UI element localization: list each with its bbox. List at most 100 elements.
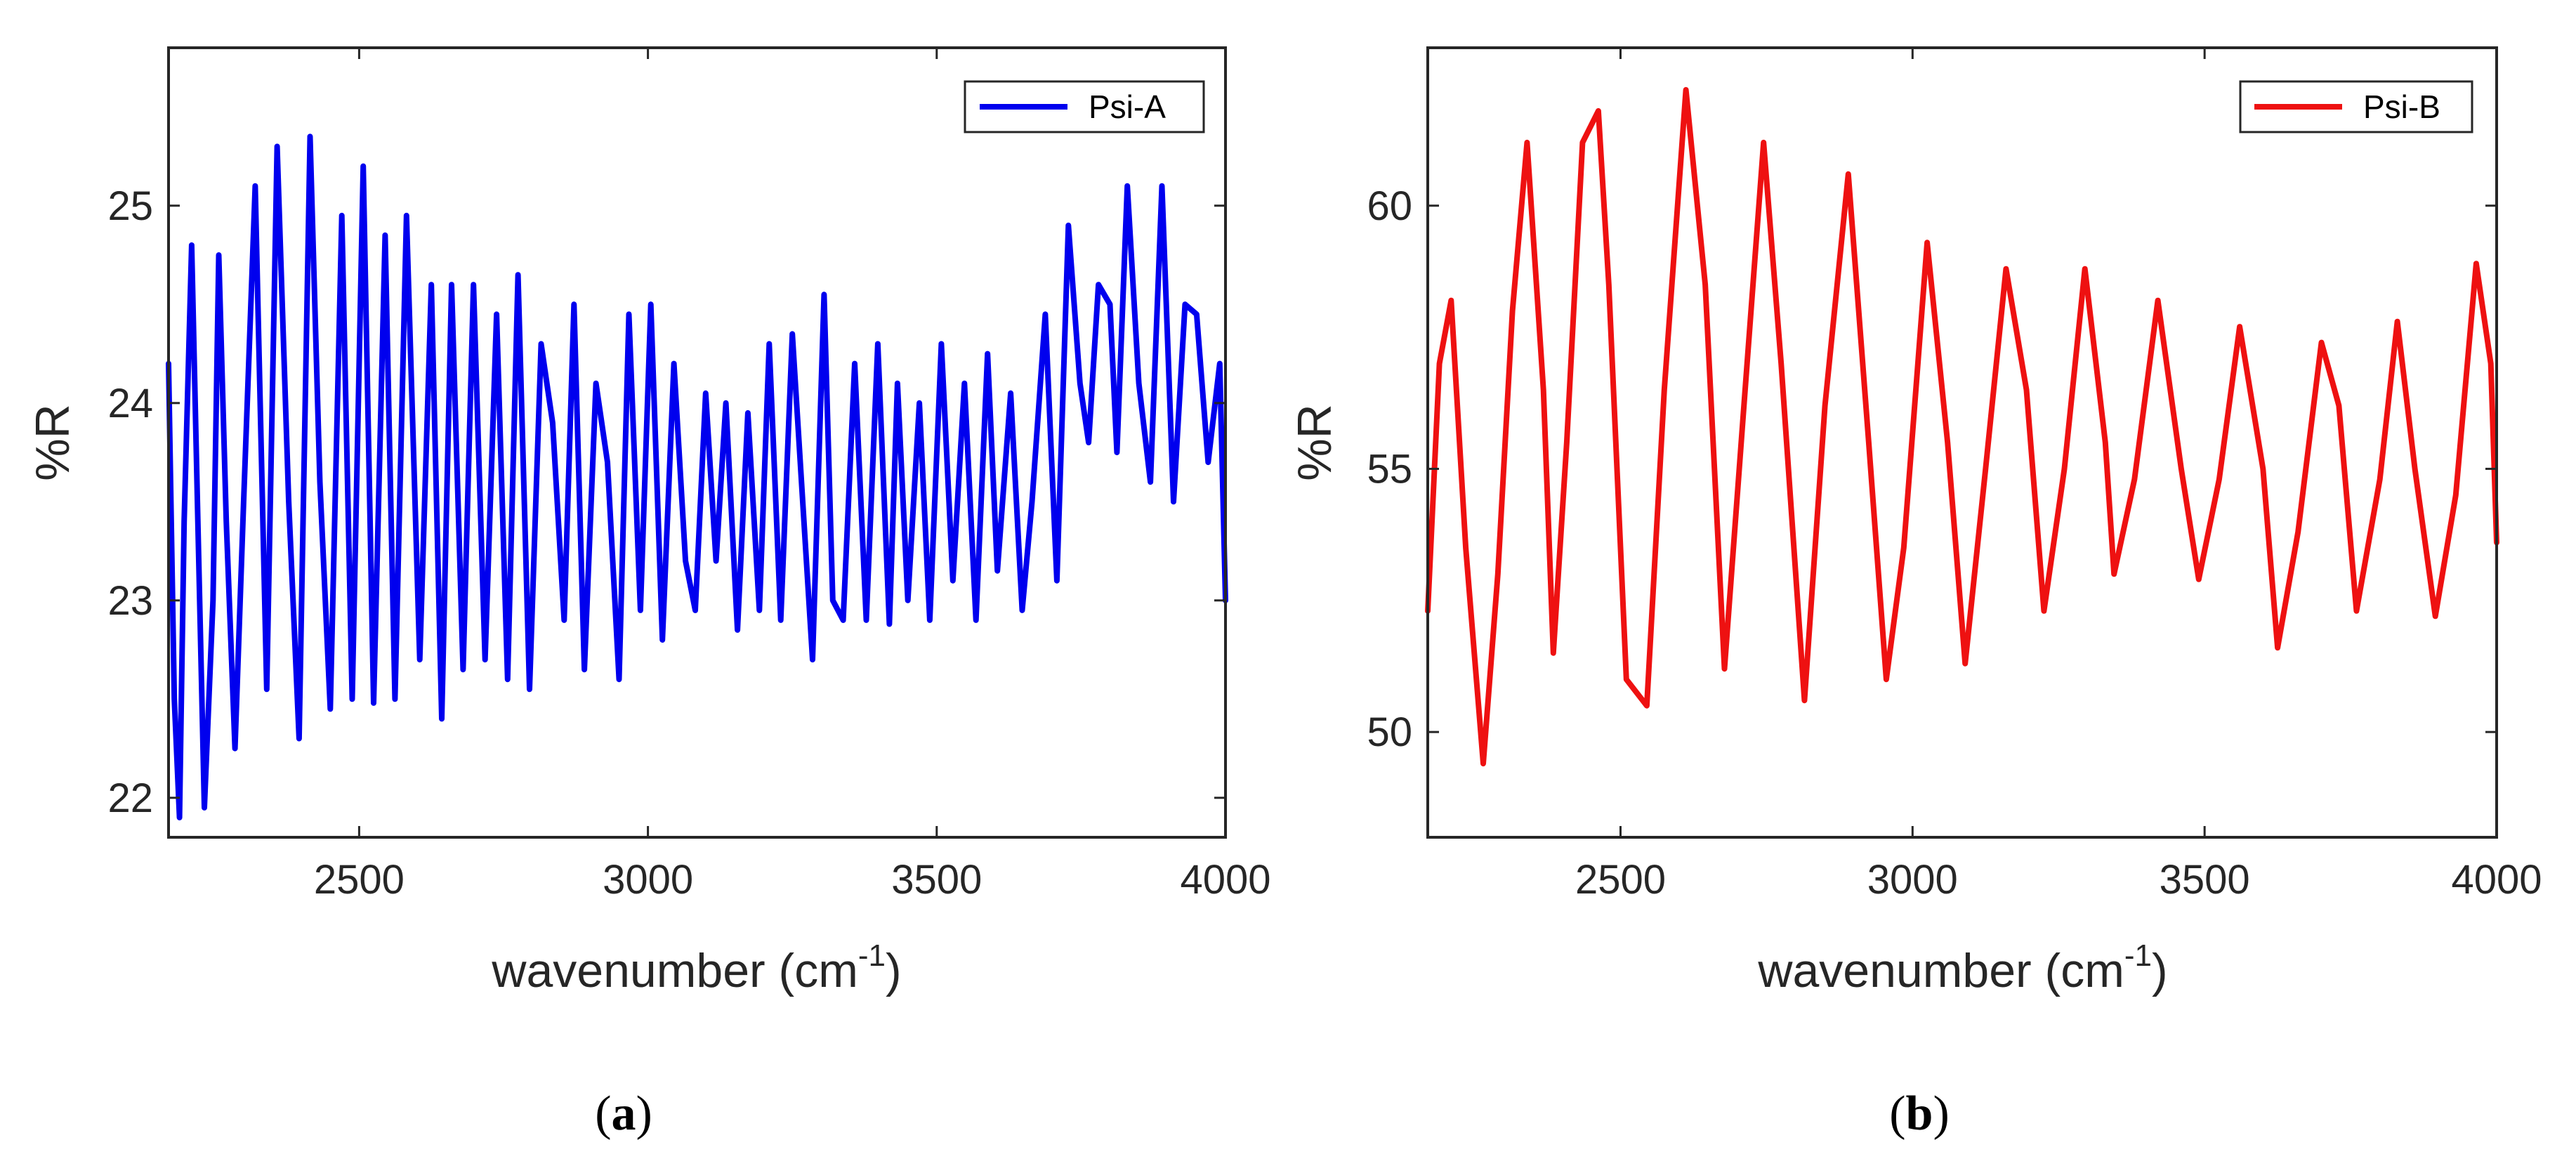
panel-a-data-point [662,639,664,641]
panel-b-y-axis-label: %R [1288,404,1341,481]
panel-a-data-point [832,599,834,601]
panel-a-x-axis-label: wavenumber (cm-1) [491,938,901,997]
panel-b-legend-box [2239,80,2473,133]
panel-a-data-point [952,579,954,582]
panel-a-data-point [1184,303,1186,306]
panel-a-data-point [673,362,675,365]
panel-a-data-point [1021,609,1023,611]
panel-a-data-point [975,619,977,621]
panel-b-plot-layer [1425,86,2499,767]
panel-a-data-point [551,421,553,424]
panel-a-data-point [896,382,898,384]
panel-b-data-point [2396,320,2398,322]
panel-b-x-tick-label: 4000 [2451,857,2542,903]
panel-a-legend-box [964,80,1205,133]
panel-b-data-point [1511,310,1513,312]
panel-b-data-point [1663,389,1665,391]
panel-a-data-point [329,708,331,710]
panel-a-plot-layer [166,133,1228,820]
panel-a-data-point [802,501,803,503]
panel-a-data-point [242,501,244,503]
panel-a-data-point [265,688,268,690]
panel-a-data-point [204,806,205,808]
panel-a-data-point [341,214,343,216]
panel-a-legend: Psi-A [964,80,1205,133]
panel-b-legend-label: Psi-B [2363,89,2440,125]
panel-a-data-point [298,738,300,740]
panel-a-data-point [178,816,180,818]
panel-a-data-point [584,669,586,671]
panel-a-data-point [685,560,687,562]
panel-b-data-point [2197,578,2200,580]
panel-b-data-point [1685,89,1687,91]
panel-b-x-axis-label: wavenumber (cm-1) [1757,938,2167,997]
panel-a-data-point [1116,452,1118,454]
panel-b-x-axis-label-close: ) [2152,944,2168,997]
panel-a-data-point [1088,442,1090,443]
panel-a-data-point [319,481,321,483]
panel-a-data-point [595,382,597,384]
panel-a-data-point [254,185,256,187]
panel-b-data-point [1780,362,1782,365]
panel-b-data-point [2455,494,2457,496]
panel-b-data-point [1597,110,1599,112]
panel-a-data-point [234,747,236,749]
panel-b-caption-letter: b [1906,1087,1933,1141]
panel-a-chart: 2500 3000 3500 4000 22 23 24 25 %R wavenumber (… [26,46,1271,1141]
panel-b-data-point [1552,652,1554,654]
panel-b-data-point [1645,705,1648,707]
panel-a-data-point [462,669,464,671]
panel-a-y-tick-label: 22 [107,775,153,821]
panel-b-x-tick-label: 2500 [1575,857,1666,903]
panel-a-x-tick-label: 3000 [603,857,693,903]
panel-b-data-point [2379,478,2381,480]
panel-a-data-point [451,284,452,286]
panel-b-data-point [2239,326,2241,328]
panel-b-data-point [1964,662,1966,664]
panel-b-x-axis-label-sup: -1 [2124,938,2152,973]
panel-a-data-point [823,294,825,296]
panel-a-data-point [225,520,228,523]
panel-a-data-point [628,313,630,315]
panel-a-data-point [650,303,652,306]
panel-b-legend: Psi-B [2239,80,2473,133]
panel-b-data-point [1542,389,1544,391]
panel-b-chart: 2500 3000 3500 4000 50 55 60 %R wavenumber (cm… [1288,46,2542,1141]
panel-a-x-axis-label-sup: -1 [858,938,886,973]
panel-a-data-point [1079,382,1081,384]
panel-b-data-point [2490,362,2492,365]
panel-b-axes-frame [1426,46,2498,839]
panel-b-data-point [1438,362,1440,365]
panel-a-ticks: 2500 3000 3500 4000 22 23 24 25 [107,48,1271,903]
panel-b-data-point [2218,478,2220,480]
panel-b-data-point [1847,173,1849,175]
panel-a-data-point [218,254,220,256]
panel-a-data-point [919,402,921,404]
panel-b-data-point [1465,546,1467,549]
panel-a-data-point [780,619,782,621]
panel-b-data-point [2180,468,2182,470]
panel-b-ticks: 2500 3000 3500 4000 50 55 60 [1367,48,2542,903]
panel-a-x-tick-label: 3500 [891,857,982,903]
panel-b-data-point [2025,389,2028,391]
panel-a-data-point [540,343,542,345]
panel-b-data-point [2414,468,2416,470]
panel-a-data-point [618,679,620,681]
panel-a-data-point [928,619,931,621]
panel-a-data-point [529,688,530,690]
panel-a-data-point [276,145,278,148]
panel-a-legend-label: Psi-A [1089,89,1166,125]
panel-a-data-point [431,284,433,286]
panel-a-data-point [695,609,696,611]
panel-b-data-point [2157,299,2159,301]
panel-a-data-point [842,619,844,621]
panel-b-data-point [2297,531,2299,533]
panel-a-data-point [865,619,867,621]
panel-b-series-line-psi-b [1425,86,2499,767]
panel-a-x-tick-label: 4000 [1180,857,1270,903]
panel-b-data-point [2320,341,2322,343]
panel-a-data-point [419,659,421,661]
panel-a-data-point [394,698,396,700]
panel-b-data-point [2043,610,2045,612]
